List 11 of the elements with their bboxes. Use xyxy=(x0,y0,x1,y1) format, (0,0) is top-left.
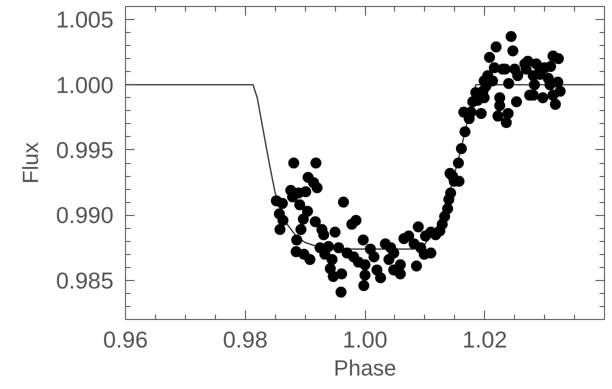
y-tick-label: 1.000 xyxy=(56,72,114,98)
x-tick-label: 0.96 xyxy=(103,326,148,352)
y-tick-label: 1.005 xyxy=(56,6,114,33)
x-tick-label: 0.98 xyxy=(222,326,268,352)
x-tick-label: 1.00 xyxy=(342,326,388,352)
y-tick-label: 0.995 xyxy=(56,136,114,163)
y-tick-label: 0.990 xyxy=(56,202,114,228)
x-axis-title: Phase xyxy=(334,356,396,380)
y-axis-title: Flux xyxy=(18,142,43,184)
y-tick-label: 0.985 xyxy=(56,267,114,294)
x-tick-label: 1.02 xyxy=(462,326,508,352)
